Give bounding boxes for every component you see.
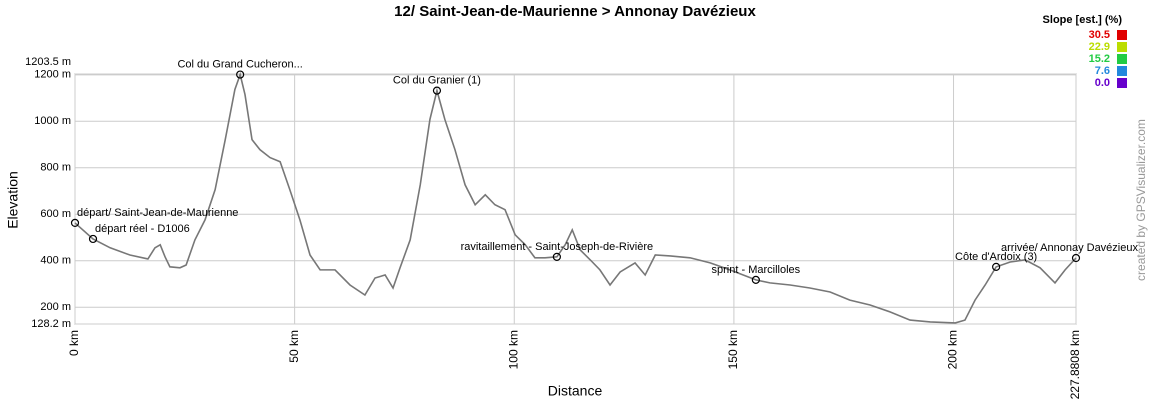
waypoint-label: arrivée/ Annonay Davézieux (1001, 242, 1138, 254)
legend-label: 30.5 (1089, 29, 1110, 41)
credit: created by GPSVisualizer.com (1134, 119, 1148, 281)
waypoint-label: ravitaillement - Saint-Joseph-de-Rivière (461, 241, 654, 253)
waypoint-label: Col du Granier (1) (393, 75, 481, 87)
x-axis-label: Distance (548, 383, 603, 399)
waypoint-marker (236, 70, 245, 79)
waypoint-marker (88, 234, 98, 244)
x-tick-label: 227.8808 km (1068, 330, 1082, 399)
y-tick-label: 400 m (40, 255, 71, 267)
waypoint-marker (70, 218, 80, 228)
legend-swatch (1117, 54, 1127, 64)
legend-label: 15.2 (1089, 53, 1110, 65)
chart-title: 12/ Saint-Jean-de-Maurienne > Annonay Da… (394, 3, 756, 20)
legend-swatch (1117, 42, 1127, 52)
y-tick-label: 1200 m (34, 69, 71, 81)
x-tick-label: 0 km (67, 330, 81, 356)
legend-label: 22.9 (1089, 41, 1110, 53)
y-tick-label: 800 m (40, 162, 71, 174)
waypoint-marker (751, 275, 760, 284)
y-tick-label: 128.2 m (31, 318, 71, 330)
x-tick-label: 100 km (506, 330, 520, 369)
elevation-line (74, 71, 1077, 324)
waypoint-marker (1071, 253, 1081, 263)
y-tick-label: 1203.5 m (25, 56, 71, 68)
waypoint-label: départ réel - D1006 (95, 223, 190, 235)
waypoint-label: Col du Grand Cucheron... (177, 58, 302, 70)
x-tick-label: 50 km (287, 330, 301, 363)
legend-label: 0.0 (1095, 77, 1110, 89)
y-tick-label: 600 m (40, 208, 71, 220)
y-axis-label: Elevation (5, 171, 21, 229)
waypoint-label: départ/ Saint-Jean-de-Maurienne (77, 207, 238, 219)
y-tick-label: 1000 m (34, 115, 71, 127)
y-tick-label: 200 m (40, 301, 71, 313)
waypoint-marker (552, 252, 561, 261)
legend-title: Slope [est.] (%) (1043, 14, 1123, 26)
legend-swatch (1117, 30, 1127, 40)
waypoint-label: sprint - Marcilloles (712, 264, 801, 276)
legend-swatch (1117, 78, 1127, 88)
plot-area (74, 73, 1077, 325)
waypoint-marker (432, 86, 442, 95)
waypoint-marker (992, 262, 1001, 271)
x-tick-label: 150 km (726, 330, 740, 369)
legend-swatch (1117, 66, 1127, 76)
legend-label: 7.6 (1095, 65, 1110, 77)
x-tick-label: 200 km (946, 330, 960, 369)
waypoint-label: Côte d'Ardoix (3) (955, 251, 1037, 263)
